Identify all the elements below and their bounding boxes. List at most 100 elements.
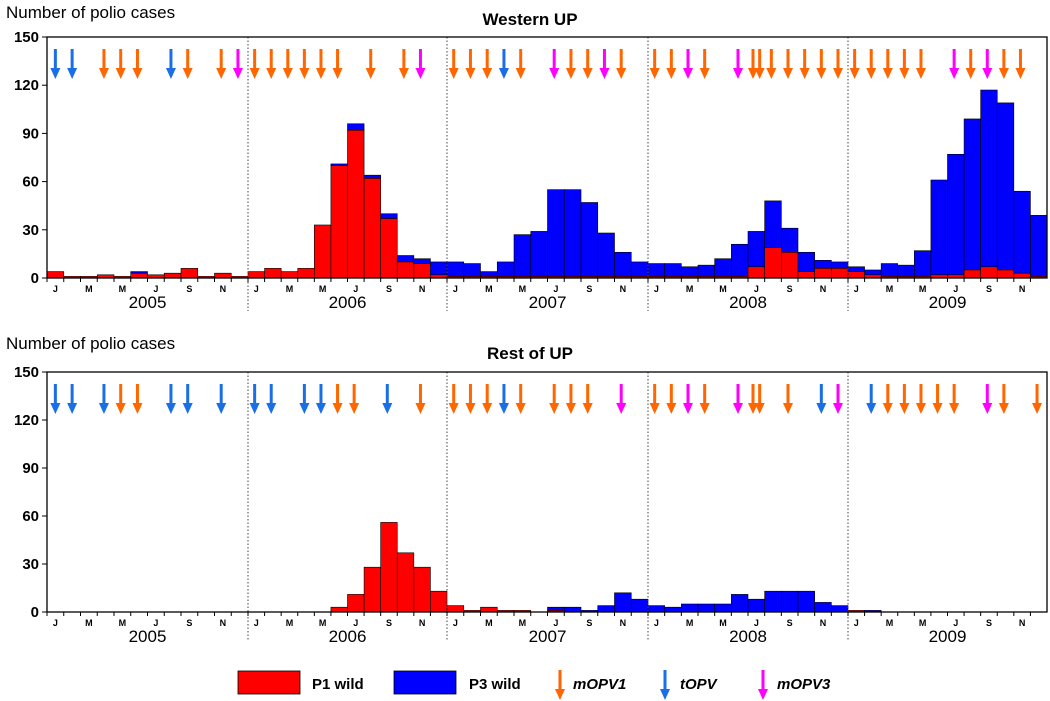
campaign-arrow-topv <box>182 384 193 414</box>
bar-p1-wild <box>480 606 498 613</box>
bar-p3-wild <box>764 590 782 613</box>
campaign-arrow-mopv1-head <box>899 68 910 79</box>
bar-p1-wild <box>980 266 998 279</box>
campaign-arrow-mopv1 <box>899 384 910 414</box>
month-tick-label: S <box>186 284 192 294</box>
month-tick-label: J <box>953 284 958 294</box>
bar-p3-wild <box>747 231 765 268</box>
campaign-arrow-topv <box>50 49 61 79</box>
campaign-arrow-mopv1-head <box>465 68 476 79</box>
month-tick-label: J <box>353 284 358 294</box>
month-tick-label: N <box>1019 284 1026 294</box>
legend-arrow-mopv3 <box>758 670 768 700</box>
campaign-arrow-mopv1 <box>833 49 843 79</box>
month-tick-label: J <box>453 284 458 294</box>
year-label: 2007 <box>529 627 567 646</box>
month-tick-label: S <box>186 618 192 628</box>
campaign-arrow-topv <box>249 384 260 414</box>
month-tick-label: M <box>886 618 894 628</box>
campaign-arrow-mopv3 <box>982 49 993 79</box>
panel-title: Rest of UP <box>487 344 573 363</box>
campaign-arrow-mopv1-head <box>565 68 576 79</box>
campaign-arrow-mopv1-head <box>866 68 877 79</box>
month-tick-label: S <box>787 618 793 628</box>
campaign-arrow-mopv1 <box>754 384 765 414</box>
bar-p1-wild <box>330 165 348 279</box>
campaign-arrow-mopv1 <box>132 384 143 414</box>
campaign-arrow-mopv1 <box>565 49 576 79</box>
campaign-arrow-topv <box>67 384 78 414</box>
campaign-arrow-mopv1-head <box>448 403 459 414</box>
y-tick-label: 0 <box>31 604 39 621</box>
campaign-arrow-mopv3-head <box>549 68 560 79</box>
campaign-arrow-mopv1-head <box>565 403 576 414</box>
bar-p3-wild <box>947 153 965 276</box>
campaign-arrow-mopv3-head <box>616 403 627 414</box>
month-tick-label: J <box>353 618 358 628</box>
month-tick-label: M <box>85 618 93 628</box>
panel-title: Western UP <box>482 10 577 29</box>
month-tick-label: N <box>820 618 827 628</box>
campaign-arrow-topv-head <box>315 403 326 414</box>
month-tick-label: M <box>119 618 127 628</box>
campaign-arrow-mopv3-head <box>733 68 743 79</box>
plot-frame <box>46 371 1048 613</box>
campaign-arrow-mopv1 <box>783 49 793 79</box>
campaign-arrow-mopv1-head <box>482 403 493 414</box>
legend-label: mOPV3 <box>777 676 831 693</box>
campaign-arrow-mopv1-head <box>582 68 593 79</box>
month-tick-label: S <box>386 284 392 294</box>
campaign-arrow-mopv1-head <box>132 403 143 414</box>
campaign-arrow-mopv3 <box>733 49 743 79</box>
campaign-arrow-mopv1 <box>1015 49 1026 79</box>
campaign-arrow-mopv1 <box>266 49 277 79</box>
campaign-arrow-topv <box>216 384 227 414</box>
campaign-arrow-mopv1 <box>748 384 758 414</box>
campaign-arrow-mopv1-head <box>799 68 810 79</box>
campaign-arrow-mopv3-head <box>599 68 610 79</box>
legend-arrow-topv <box>660 670 670 700</box>
campaign-arrow-mopv1 <box>332 384 343 414</box>
bar-p1-wild <box>214 272 232 279</box>
campaign-arrow-topv-head <box>216 403 227 414</box>
campaign-arrow-mopv1 <box>915 384 926 414</box>
bar-p1-wild <box>280 271 299 279</box>
y-tick-label: 30 <box>22 222 39 239</box>
bar-p3-wild <box>363 174 381 179</box>
campaign-arrow-mopv1-head <box>1015 68 1026 79</box>
bar-p3-wild <box>580 202 599 277</box>
campaign-arrow-topv <box>266 384 277 414</box>
campaign-arrow-mopv1 <box>998 384 1009 414</box>
bar-p1-wild <box>797 271 815 279</box>
campaign-arrow-mopv1 <box>549 384 560 414</box>
campaign-arrow-mopv1 <box>448 49 459 79</box>
legend-arrow-mopv3-head <box>758 689 768 700</box>
campaign-arrow-mopv3-head <box>683 68 693 79</box>
bar-p3-wild <box>664 606 682 613</box>
bar-p3-wild <box>597 605 615 613</box>
month-tick-label: J <box>654 618 659 628</box>
campaign-arrow-topv <box>165 384 176 414</box>
campaign-arrow-mopv1-head <box>754 403 765 414</box>
bar-p3-wild <box>797 590 815 613</box>
campaign-arrow-mopv1-head <box>465 403 476 414</box>
campaign-arrow-mopv1 <box>799 49 810 79</box>
panel-western-up: Number of polio cases Western UP 0 30 60 90 12… <box>6 3 1048 312</box>
y-tick-label: 120 <box>14 412 39 429</box>
campaign-arrow-mopv3-head <box>982 403 993 414</box>
campaign-arrow-mopv3 <box>549 49 560 79</box>
bar-p3-wild <box>797 251 815 272</box>
bar-p3-wild <box>347 123 365 131</box>
campaign-arrow-mopv1 <box>754 49 765 79</box>
bar-p1-wild <box>847 271 865 279</box>
campaign-arrow-mopv3-head <box>683 403 693 414</box>
bar-p3-wild <box>396 255 415 263</box>
month-tick-label: N <box>220 284 227 294</box>
bar-p1-wild <box>747 266 765 279</box>
campaign-arrow-topv-head <box>165 403 176 414</box>
campaign-arrow-mopv1 <box>1032 384 1043 414</box>
campaign-arrow-mopv1 <box>482 384 493 414</box>
bar-p3-wild <box>547 606 565 611</box>
month-tick-label: S <box>586 284 592 294</box>
month-tick-label: N <box>419 284 426 294</box>
